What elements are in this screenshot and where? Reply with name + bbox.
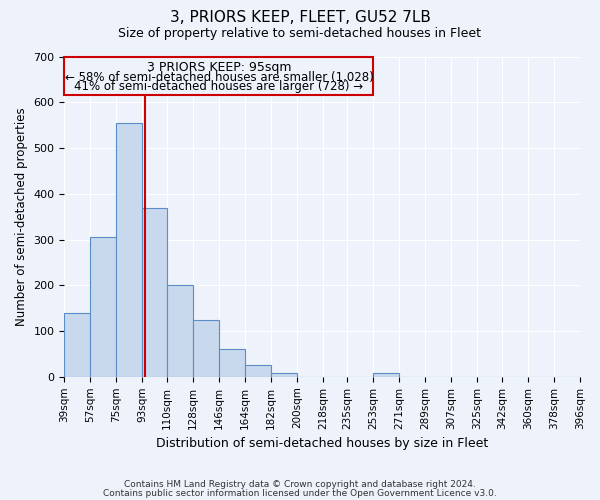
Bar bbox=[373, 373, 400, 377]
Bar bbox=[116, 123, 142, 377]
Bar bbox=[219, 350, 245, 377]
Text: Contains HM Land Registry data © Crown copyright and database right 2024.: Contains HM Land Registry data © Crown c… bbox=[124, 480, 476, 489]
Y-axis label: Number of semi-detached properties: Number of semi-detached properties bbox=[15, 108, 28, 326]
Text: 3 PRIORS KEEP: 95sqm: 3 PRIORS KEEP: 95sqm bbox=[146, 61, 291, 74]
Text: 3, PRIORS KEEP, FLEET, GU52 7LB: 3, PRIORS KEEP, FLEET, GU52 7LB bbox=[170, 10, 430, 25]
Bar bbox=[91, 238, 116, 377]
Text: 41% of semi-detached houses are larger (728) →: 41% of semi-detached houses are larger (… bbox=[74, 80, 364, 94]
Text: Contains public sector information licensed under the Open Government Licence v3: Contains public sector information licen… bbox=[103, 488, 497, 498]
Text: ← 58% of semi-detached houses are smaller (1,028): ← 58% of semi-detached houses are smalle… bbox=[65, 71, 373, 84]
Bar bbox=[142, 208, 167, 377]
Bar bbox=[64, 313, 91, 377]
Bar bbox=[64, 56, 373, 96]
X-axis label: Distribution of semi-detached houses by size in Fleet: Distribution of semi-detached houses by … bbox=[156, 437, 488, 450]
Bar bbox=[271, 373, 297, 377]
Bar bbox=[245, 366, 271, 377]
Text: Size of property relative to semi-detached houses in Fleet: Size of property relative to semi-detach… bbox=[119, 28, 482, 40]
Bar bbox=[167, 286, 193, 377]
Bar bbox=[193, 320, 219, 377]
